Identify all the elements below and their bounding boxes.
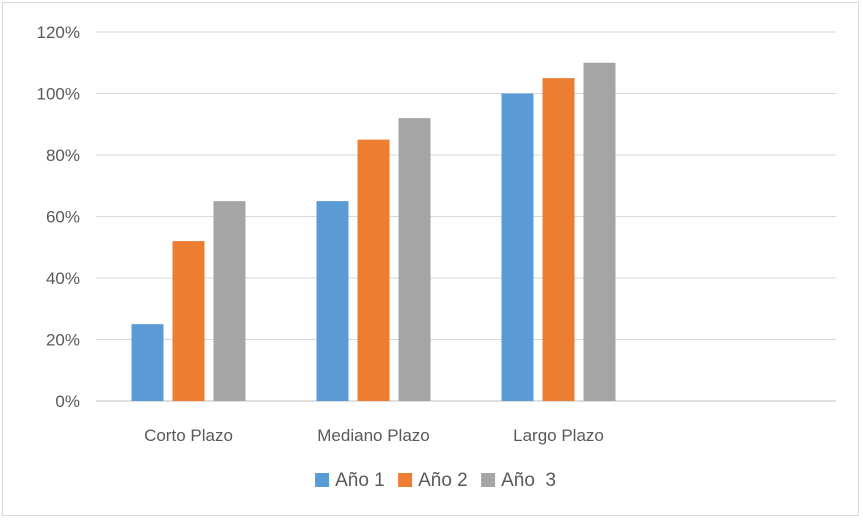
bar-largo-plazo-series-2 bbox=[542, 78, 575, 401]
x-tick-label: Largo Plazo bbox=[513, 426, 604, 445]
legend-swatch bbox=[481, 473, 496, 487]
bar-mediano-plazo-series-3 bbox=[398, 118, 431, 401]
bar-largo-plazo-series-3 bbox=[583, 62, 616, 401]
legend-label: Año 3 bbox=[501, 470, 556, 491]
legend-swatch bbox=[315, 473, 330, 487]
x-tick-label: Mediano Plazo bbox=[317, 426, 429, 445]
legend-swatch bbox=[398, 473, 413, 487]
legend: Año 1 Año 2 Año 3 bbox=[315, 470, 556, 491]
y-tick-label: 120% bbox=[37, 23, 80, 42]
bar-mediano-plazo-series-2 bbox=[357, 139, 390, 401]
bars bbox=[131, 62, 616, 401]
x-axis-ticks: Corto Plazo Mediano Plazo Largo Plazo bbox=[144, 426, 604, 445]
x-tick-label: Corto Plazo bbox=[144, 426, 233, 445]
y-tick-label: 60% bbox=[46, 208, 80, 227]
legend-label: Año 1 bbox=[335, 470, 385, 491]
legend-label: Año 2 bbox=[418, 470, 468, 491]
gridlines bbox=[96, 31, 836, 402]
y-tick-label: 40% bbox=[46, 269, 80, 288]
bar-corto-plazo-series-2 bbox=[172, 241, 205, 401]
y-tick-label: 100% bbox=[37, 85, 80, 104]
bar-mediano-plazo-series-1 bbox=[316, 201, 349, 401]
y-tick-label: 20% bbox=[46, 331, 80, 350]
y-axis-ticks: 0% 20% 40% 60% 80% 100% 120% bbox=[37, 23, 80, 411]
bar-largo-plazo-series-1 bbox=[501, 93, 534, 401]
bar-corto-plazo-series-1 bbox=[131, 324, 164, 401]
y-tick-label: 80% bbox=[46, 146, 80, 165]
y-tick-label: 0% bbox=[55, 392, 80, 411]
bar-corto-plazo-series-3 bbox=[213, 201, 246, 401]
